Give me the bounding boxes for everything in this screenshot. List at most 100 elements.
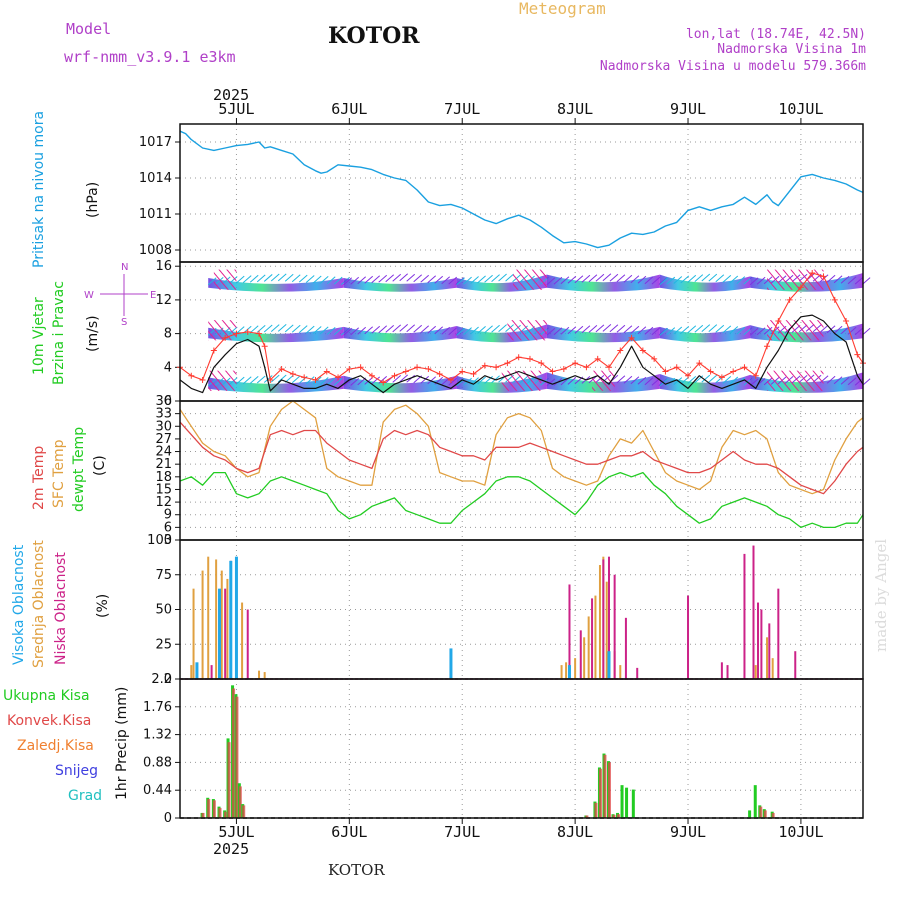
gust-marker	[594, 355, 601, 362]
precip-panel: 0 0.44 0.88 1.32 1.76 2.2	[143, 672, 864, 826]
wind-arrow	[847, 326, 857, 335]
wind-arrow	[385, 274, 395, 283]
wind-arrow	[477, 326, 486, 334]
temp2m-line	[179, 421, 864, 495]
wind-arrow	[463, 327, 472, 336]
low-cloud-bar	[613, 574, 616, 679]
wind-arrow	[840, 376, 850, 385]
wind-hatch	[767, 269, 824, 290]
gust-marker	[391, 372, 398, 379]
gust-marker	[470, 371, 477, 378]
wind-arrow	[235, 326, 245, 335]
wind-arrow	[498, 273, 507, 282]
wind-arrow	[249, 375, 259, 384]
total-rain-bar	[748, 810, 752, 818]
bottom-day-label: 9JUL	[670, 823, 706, 841]
temp2m-ylabel: 2m Temp	[31, 446, 47, 510]
location-coords: lon,lat (18.74E, 42.5N)	[686, 27, 866, 42]
wind-hatch	[767, 320, 824, 341]
wind-arrow	[630, 325, 640, 334]
conv-rain-bar	[224, 811, 228, 818]
wind-hatch	[501, 370, 542, 391]
wind-arrow	[701, 324, 711, 332]
wind-arrow	[581, 325, 591, 334]
wind-arrow	[749, 277, 759, 286]
wind-arrow	[242, 376, 252, 385]
pressure-ytick-label: 1008	[139, 243, 172, 258]
wind-arrow	[463, 276, 472, 285]
wind-arrow	[413, 274, 423, 283]
mid-cloud-bar	[207, 556, 210, 679]
wind-arrow	[420, 325, 430, 334]
wind-arrow	[326, 326, 336, 335]
wind-arrow	[343, 327, 353, 336]
credit: made by Angel	[872, 539, 890, 652]
mid-cloud-bar	[771, 658, 774, 679]
pressure-ytick-label: 1011	[139, 207, 172, 222]
gust-marker	[436, 371, 443, 378]
conv-rain-bar	[227, 742, 231, 818]
low-cloud-bar	[760, 609, 763, 679]
conv-rain-bar	[218, 807, 222, 818]
legend-total-rain: Ukupna Kisa	[3, 688, 90, 704]
legend-frozen-rain: Zaledj.Kisa	[17, 738, 94, 754]
gust-marker	[368, 372, 375, 379]
mid-cloud-bar	[560, 665, 563, 679]
wind-arrow	[319, 326, 329, 335]
temp-ytick-label: 21	[155, 457, 172, 472]
temp-units: (C)	[92, 455, 108, 476]
wind-arrow	[666, 276, 676, 285]
gust-marker	[233, 330, 240, 337]
model-elevation: Nadmorska Visina u modelu 579.366m	[600, 59, 866, 74]
low-cloud-bar	[607, 556, 610, 679]
gust-marker	[786, 296, 793, 303]
wind-arrow	[448, 276, 458, 285]
wind-arrow	[567, 376, 577, 385]
low-cloud-bar	[726, 665, 729, 679]
wind-arrow	[448, 327, 458, 336]
wind-arrow	[609, 273, 619, 282]
wind-arrow	[847, 276, 857, 285]
pressure-ylabel: Pritisak na nivou mora	[31, 111, 47, 268]
gust-marker	[605, 364, 612, 371]
temp-ytick-label: 24	[155, 445, 172, 460]
gust-marker	[549, 368, 556, 375]
precip-frame	[179, 678, 864, 819]
wind-arrow	[456, 327, 465, 336]
wind-arrow	[616, 274, 626, 283]
wind-band-segment	[208, 326, 344, 343]
wind-band-segment	[343, 278, 457, 292]
precip-ytick-label: 2.2	[151, 672, 172, 687]
wind-panel: 0 4 8 12 16	[155, 259, 871, 409]
wind-arrow	[319, 377, 329, 385]
conv-rain-bar	[585, 815, 589, 818]
wind-arrow	[305, 376, 315, 384]
wind-arrow	[715, 274, 725, 283]
pressure-ytick-label: 1014	[139, 171, 172, 186]
gust-marker	[651, 355, 658, 362]
total-rain-bar	[625, 787, 629, 818]
wind-arrow	[729, 326, 739, 334]
wind-arrow	[833, 376, 843, 385]
wind-band-segment	[208, 278, 344, 292]
wind-arrow	[623, 325, 633, 334]
wind-speed-line	[179, 314, 864, 394]
temp-ytick-label: 33	[155, 407, 172, 422]
wind-arrow	[326, 276, 336, 285]
compass-w: W	[84, 290, 94, 301]
conv-rain-bar	[594, 802, 598, 818]
wind-arrow	[673, 276, 683, 284]
wind-ytick-label: 0	[164, 394, 172, 409]
wind-arrow	[854, 276, 864, 285]
gust-marker	[278, 365, 285, 372]
precip-ytick-label: 1.76	[143, 700, 172, 715]
wind-arrow	[291, 274, 301, 283]
high-cloud-bar	[607, 651, 611, 679]
low-cloud-bar	[624, 617, 627, 679]
mid-cloud-bar	[766, 637, 769, 679]
conv-rain-bar	[612, 814, 616, 818]
conv-rain-bar	[771, 812, 775, 818]
wind-arrow	[364, 275, 374, 284]
wind-arrow	[546, 378, 556, 387]
wind-arrow	[680, 326, 690, 334]
